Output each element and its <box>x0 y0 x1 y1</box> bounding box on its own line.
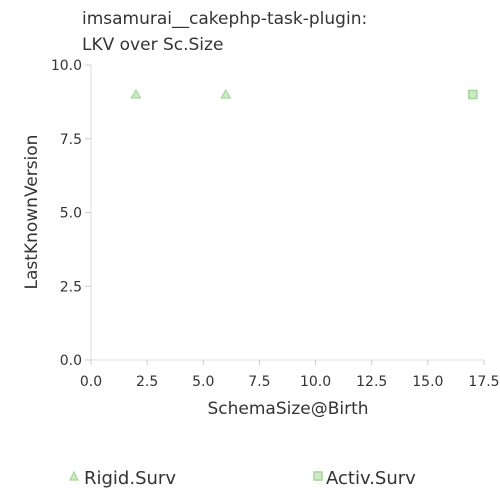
legend-item-activ-surv: Activ.Surv <box>313 468 416 489</box>
x-tick-label: 5.0 <box>192 374 214 390</box>
y-axis-label: LastKnownVersion <box>22 135 42 290</box>
x-tick-label: 10.0 <box>300 374 331 390</box>
legend: Rigid.Surv Activ.Surv <box>69 468 416 489</box>
x-tick-label: 2.5 <box>136 374 158 390</box>
y-tick-label: 10.0 <box>51 58 82 74</box>
x-tick-label: 7.5 <box>248 374 270 390</box>
x-tick-label: 17.5 <box>468 374 499 390</box>
data-point-triangle <box>130 88 142 99</box>
y-tick-label: 2.5 <box>60 279 82 295</box>
data-point-square <box>467 89 478 100</box>
legend-label-rigid-surv: Rigid.Surv <box>84 468 176 489</box>
plot-axes <box>90 65 484 361</box>
x-tick-label: 0.0 <box>80 374 102 390</box>
y-tick-label: 7.5 <box>60 132 82 148</box>
legend-item-rigid-surv: Rigid.Surv <box>69 468 176 489</box>
y-tick-label: 5.0 <box>60 206 82 222</box>
x-axis-ticks: 0.0 2.5 5.0 7.5 10.0 12.5 15.0 17.5 <box>80 360 500 390</box>
data-point-triangle <box>220 88 232 99</box>
y-tick-label: 0.0 <box>60 353 82 369</box>
legend-label-activ-surv: Activ.Surv <box>326 468 416 489</box>
x-tick-label: 12.5 <box>356 374 387 390</box>
y-axis-ticks: 0.0 2.5 5.0 7.5 10.0 <box>51 58 91 369</box>
chart-title-line-1: imsamurai__cakephp-task-plugin: <box>82 9 367 29</box>
data-points <box>130 88 478 100</box>
legend-triangle-marker <box>69 470 79 481</box>
x-tick-label: 15.0 <box>412 374 443 390</box>
legend-square-marker <box>313 471 323 481</box>
x-axis-label: SchemaSize@Birth <box>207 399 368 419</box>
chart-title-line-2: LKV over Sc.Size <box>82 35 223 55</box>
